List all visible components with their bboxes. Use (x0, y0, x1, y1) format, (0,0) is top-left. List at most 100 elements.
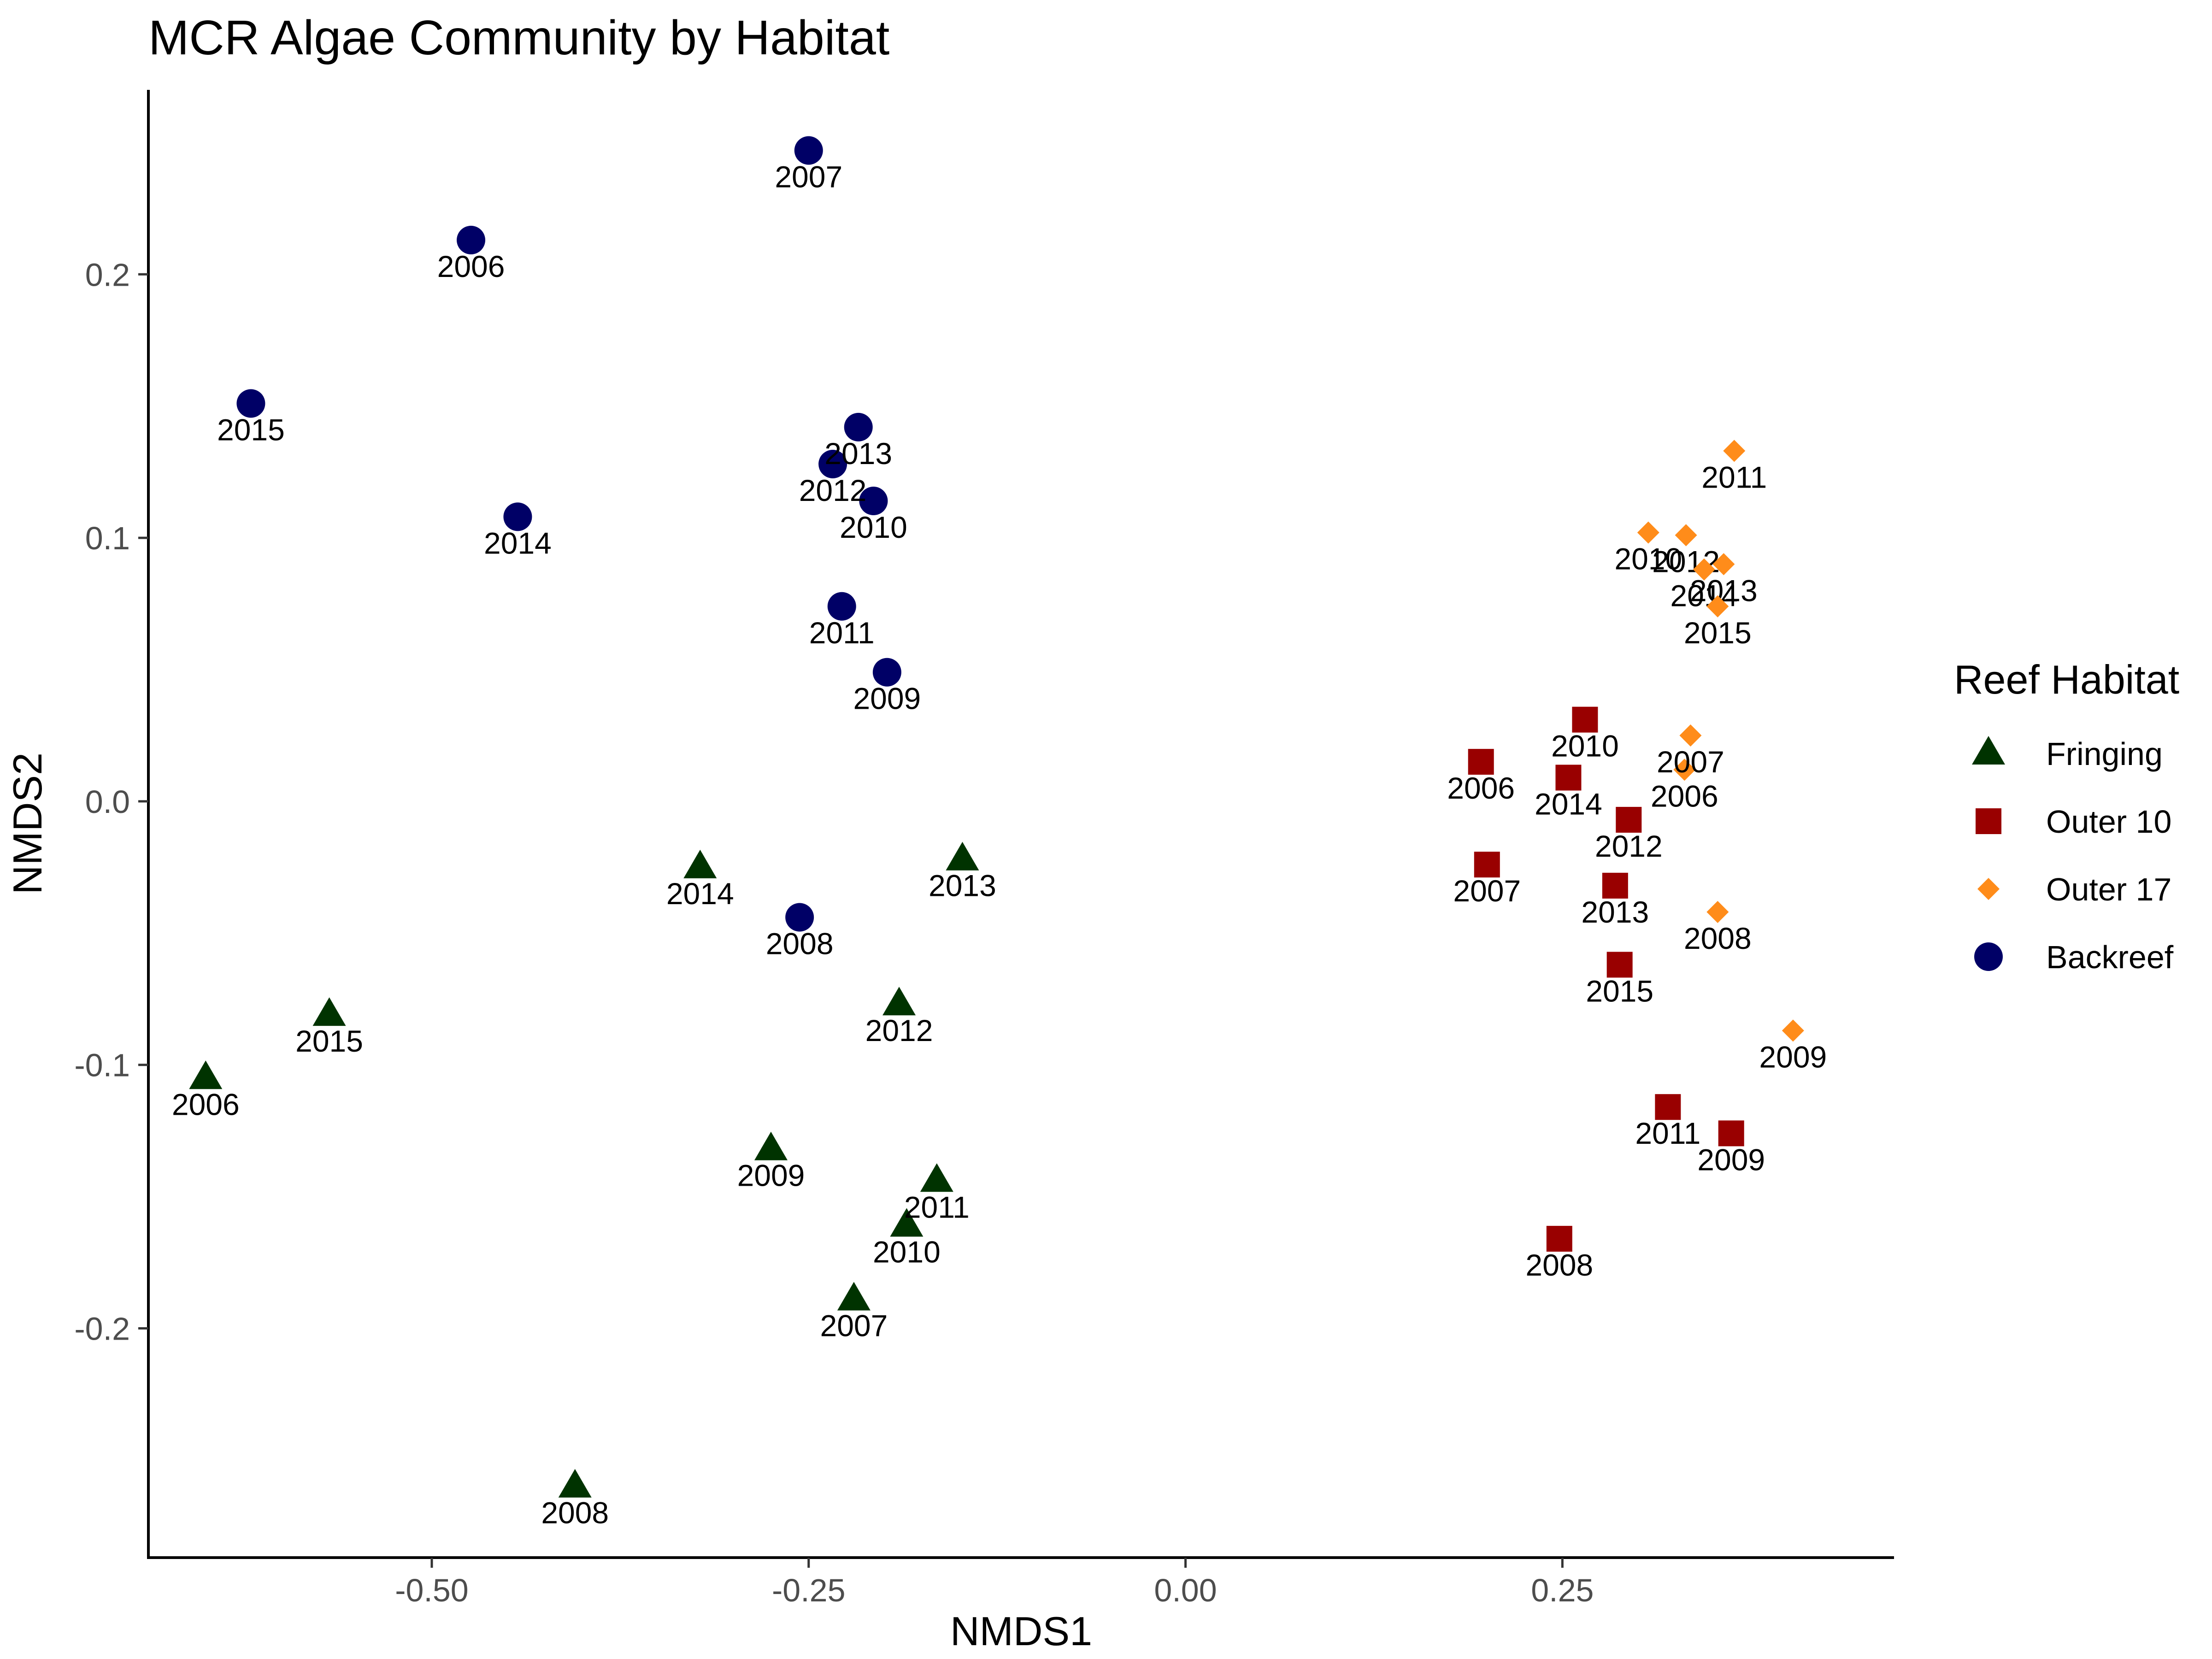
data-points: 2006200720082009201020112012201320142015… (172, 136, 1827, 1530)
point-label-fringing: 2009 (737, 1159, 805, 1193)
point-label-outer-17: 2007 (1657, 745, 1724, 779)
x-tick-label: -0.25 (772, 1572, 846, 1608)
point-backreef (844, 412, 873, 441)
point-label-outer-10: 2012 (1595, 829, 1663, 863)
y-tick-label: 0.2 (85, 257, 130, 293)
point-label-fringing: 2006 (172, 1087, 240, 1121)
point-outer-10 (1602, 872, 1628, 899)
legend-key-backreef (1974, 942, 2003, 971)
point-label-outer-17: 2011 (1701, 460, 1767, 494)
point-outer-17 (1693, 558, 1715, 581)
point-outer-10 (1572, 706, 1598, 733)
point-fringing (882, 987, 916, 1016)
point-label-outer-10: 2015 (1586, 974, 1653, 1008)
point-outer-17 (1712, 553, 1735, 576)
point-backreef (785, 903, 814, 932)
point-backreef (859, 487, 888, 516)
point-backreef (236, 389, 265, 418)
point-outer-17 (1673, 759, 1696, 781)
point-outer-10 (1474, 852, 1500, 878)
point-fringing (890, 1208, 924, 1237)
point-label-fringing: 2010 (873, 1235, 941, 1269)
point-outer-10 (1718, 1120, 1744, 1147)
point-outer-10 (1616, 806, 1642, 833)
point-fringing (683, 849, 717, 878)
x-tick-label: 0.25 (1531, 1572, 1594, 1608)
legend-label-fringing: Fringing (2046, 736, 2163, 772)
point-label-outer-17: 2010 (1614, 542, 1682, 576)
point-label-backreef: 2009 (853, 682, 921, 716)
point-label-backreef: 2007 (775, 160, 842, 194)
y-tick-label: 0.1 (85, 520, 130, 556)
point-fringing (754, 1131, 788, 1160)
legend-item-backreef: Backreef (1974, 939, 2174, 975)
point-label-fringing: 2008 (541, 1496, 609, 1530)
point-label-backreef: 2006 (437, 249, 505, 283)
point-fringing (189, 1060, 223, 1089)
y-axis-ticks: -0.2 -0.1 0.0 0.1 0.2 (74, 257, 148, 1347)
point-label-backreef: 2013 (824, 436, 892, 471)
point-label-outer-10: 2006 (1447, 771, 1515, 805)
point-outer-17 (1679, 724, 1702, 747)
point-label-fringing: 2015 (295, 1024, 363, 1058)
point-backreef (827, 592, 856, 621)
legend-item-fringing: Fringing (1972, 736, 2163, 772)
legend-items: Fringing Outer 10 Outer 17 Backreef (1972, 736, 2174, 975)
legend-label-outer-10: Outer 10 (2046, 804, 2171, 840)
point-label-outer-17: 2014 (1670, 579, 1738, 613)
point-label-outer-17: 2015 (1684, 616, 1752, 650)
point-outer-10 (1546, 1226, 1572, 1252)
point-outer-10 (1555, 765, 1582, 791)
legend: Reef Habitat Fringing Outer 10 Outer 17 Bac… (1954, 657, 2179, 975)
point-backreef (872, 658, 901, 687)
point-outer-17 (1637, 521, 1659, 544)
point-label-backreef: 2012 (799, 473, 867, 507)
point-outer-10 (1606, 952, 1633, 978)
point-outer-10 (1655, 1094, 1681, 1120)
legend-item-outer-10: Outer 10 (1976, 804, 2171, 840)
point-backreef (503, 502, 532, 531)
x-tick-label: 0.00 (1154, 1572, 1217, 1608)
x-axis-ticks: -0.50 -0.25 0.00 0.25 (395, 1558, 1594, 1608)
legend-key-outer-10 (1976, 808, 2001, 834)
legend-label-backreef: Backreef (2046, 939, 2174, 975)
y-tick-label: -0.2 (74, 1311, 130, 1347)
point-label-fringing: 2007 (820, 1309, 888, 1343)
point-label-fringing: 2013 (929, 869, 996, 903)
point-label-backreef: 2010 (840, 510, 907, 544)
point-label-backreef: 2011 (809, 616, 875, 650)
point-label-outer-10: 2014 (1535, 787, 1602, 821)
legend-key-fringing (1972, 736, 2005, 765)
chart-title: MCR Algae Community by Habitat (148, 11, 889, 65)
x-tick-label: -0.50 (395, 1572, 469, 1608)
point-fringing (946, 841, 979, 871)
point-outer-10 (1468, 749, 1494, 775)
legend-key-outer-17 (1977, 878, 2000, 900)
point-label-outer-10: 2009 (1697, 1142, 1765, 1177)
point-label-backreef: 2014 (484, 526, 552, 560)
point-outer-17 (1723, 440, 1746, 462)
y-tick-label: -0.1 (74, 1047, 130, 1083)
legend-label-outer-17: Outer 17 (2046, 871, 2171, 907)
point-backreef (794, 136, 823, 165)
x-axis-title: NMDS1 (950, 1608, 1092, 1654)
point-label-outer-17: 2008 (1684, 921, 1752, 955)
point-fringing (312, 997, 346, 1026)
point-label-outer-10: 2008 (1525, 1248, 1593, 1282)
point-fringing (837, 1282, 871, 1311)
point-label-outer-10: 2010 (1551, 729, 1619, 763)
point-label-fringing: 2012 (865, 1013, 933, 1047)
point-fringing (558, 1469, 592, 1498)
point-label-fringing: 2014 (666, 877, 734, 911)
point-outer-17 (1675, 524, 1697, 547)
legend-title: Reef Habitat (1954, 657, 2179, 702)
point-label-backreef: 2015 (217, 412, 285, 447)
point-label-outer-17: 2009 (1759, 1040, 1827, 1074)
point-backreef (457, 225, 486, 254)
point-backreef (818, 449, 847, 478)
point-label-fringing: 2011 (904, 1190, 970, 1224)
point-label-outer-10: 2011 (1635, 1116, 1700, 1150)
point-label-outer-10: 2013 (1581, 895, 1649, 929)
series-fringing: 2006 2007 2008 2009 2010 2011 2012 2013 2014 2015 (172, 841, 996, 1530)
